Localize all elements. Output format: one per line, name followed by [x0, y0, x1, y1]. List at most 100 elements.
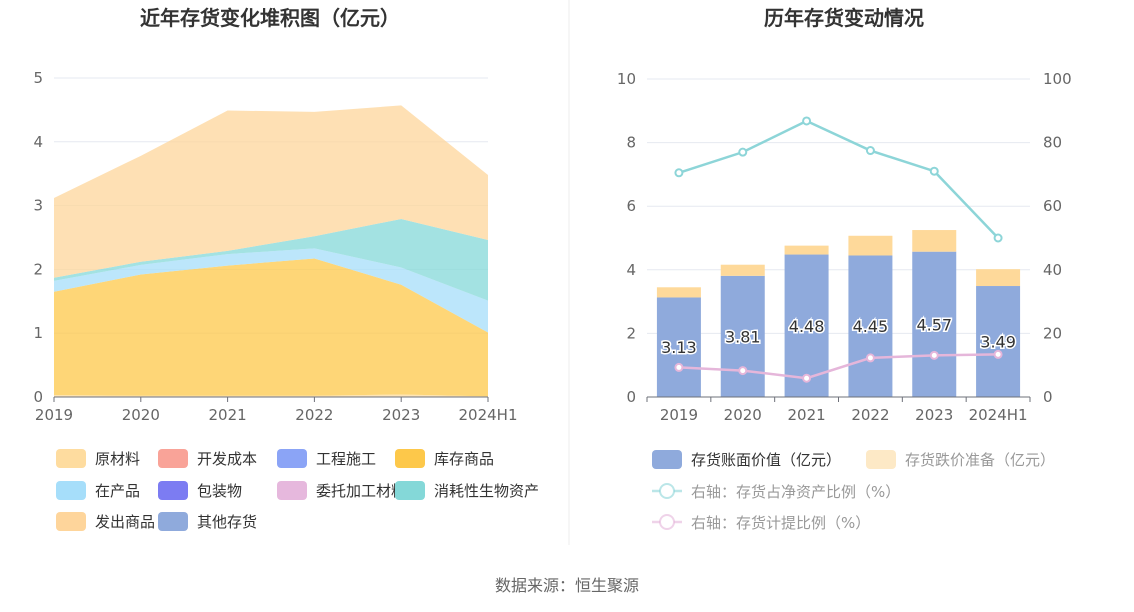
bar-impairment [912, 230, 957, 252]
bar-value-label: 4.48 [789, 317, 825, 336]
legend-swatch-engineering [277, 449, 307, 468]
right-y-left-tick-label: 4 [626, 261, 636, 279]
bar-book-value [656, 297, 701, 397]
point-provision_ratio [738, 366, 748, 376]
legend-swatch-bio_assets [395, 481, 425, 500]
right-x-tick-label: 2019 [660, 406, 698, 424]
stacked-area-chart: 近年存货变化堆积图（亿元） 0 1 2 3 4 5 2019 2020 2021 2022 2023… [33, 6, 539, 531]
right-line-series [674, 116, 1003, 383]
right-gridlines [647, 78, 1030, 398]
bar-impairment [656, 287, 701, 298]
legend-swatch-wip [56, 481, 86, 500]
right-x-tick-label: 2021 [787, 406, 825, 424]
right-y-right-tick-label: 0 [1043, 388, 1053, 406]
bar-book-value [720, 275, 765, 397]
point-ratio_net_assets [738, 147, 748, 157]
bar-book-value [912, 251, 957, 397]
left-area-series [54, 105, 488, 397]
legend-label-impairment: 存货跌价准备（亿元） [905, 451, 1055, 469]
left-x-tick-label: 2024H1 [459, 406, 518, 424]
right-x-tick-label: 2022 [851, 406, 889, 424]
right-y-right-tick-label: 40 [1043, 261, 1062, 279]
legend-swatch-shipped_goods [56, 512, 86, 531]
point-provision_ratio [802, 373, 812, 383]
legend-swatch-dev_cost [158, 449, 188, 468]
left-y-tick-label: 4 [33, 133, 43, 151]
legend-swatch-impairment [866, 450, 896, 469]
right-y-left-tick-label: 2 [626, 324, 636, 342]
left-y-tick-label: 2 [33, 260, 43, 278]
bar-book-value [848, 255, 893, 397]
legend-label-other: 其他存货 [197, 513, 257, 531]
legend-label-wip: 在产品 [95, 482, 140, 500]
bar-impairment [976, 269, 1021, 287]
right-y-left-tick-label: 0 [626, 388, 636, 406]
left-axes: 0 1 2 3 4 5 2019 2020 2021 2022 2023 2024H1 [33, 69, 517, 424]
line-ratio_net_assets [678, 119, 999, 239]
point-ratio_net_assets [929, 166, 939, 176]
point-provision_ratio [993, 349, 1003, 359]
legend-swatch-other [158, 512, 188, 531]
data-source: 数据来源：恒生聚源 [495, 576, 639, 595]
legend-label-dev_cost: 开发成本 [197, 450, 257, 468]
point-ratio_net_assets [674, 168, 684, 178]
point-provision_ratio [674, 362, 684, 372]
line-provision_ratio [678, 353, 999, 380]
legend-swatch-packaging [158, 481, 188, 500]
legend-label-ratio_net_assets: 右轴：存货占净资产比例（%） [691, 483, 900, 501]
point-ratio_net_assets [993, 233, 1003, 243]
left-y-tick-label: 5 [33, 69, 43, 87]
area-shipped_goods [54, 105, 488, 278]
area-wip [54, 248, 488, 333]
left-y-tick-label: 1 [33, 324, 43, 342]
legend-label-book-value: 存货账面价值（亿元） [691, 451, 841, 469]
bar-impairment [848, 235, 893, 256]
legend-swatch-raw_material [56, 449, 86, 468]
legend-label-bio_assets: 消耗性生物资产 [434, 482, 539, 500]
legend-label-engineering: 工程施工 [316, 450, 376, 468]
bar-value-label: 3.81 [725, 327, 761, 346]
bar-value-label: 3.49 [980, 333, 1016, 352]
point-provision_ratio [865, 353, 875, 363]
right-y-right-tick-label: 20 [1043, 324, 1062, 342]
legend-swatch-book-value [652, 450, 682, 469]
legend-label-packaging: 包装物 [197, 482, 242, 500]
right-y-left-tick-label: 10 [617, 70, 636, 88]
right-y-left-tick-label: 8 [626, 134, 636, 152]
right-chart-title: 历年存货变动情况 [764, 6, 924, 30]
left-x-tick-label: 2019 [35, 406, 73, 424]
left-x-tick-label: 2021 [209, 406, 247, 424]
point-ratio_net_assets [802, 116, 812, 126]
legend-marker-provision_ratio [659, 514, 675, 530]
legend-swatch-finished_goods [395, 449, 425, 468]
right-y-left-tick-label: 6 [626, 197, 636, 215]
right-y-right-tick-label: 80 [1043, 134, 1062, 152]
legend-label-finished_goods: 库存商品 [434, 450, 494, 468]
left-x-tick-label: 2020 [122, 406, 160, 424]
right-x-tick-label: 2020 [724, 406, 762, 424]
right-x-tick-label: 2023 [915, 406, 953, 424]
left-y-tick-label: 3 [33, 197, 43, 215]
bar-impairment [720, 264, 765, 276]
bar-book-value [976, 286, 1021, 397]
legend-label-shipped_goods: 发出商品 [95, 513, 155, 531]
legend-label-consigned: 委托加工材料 [316, 482, 406, 500]
right-y-right-tick-label: 100 [1043, 70, 1072, 88]
bar-line-chart: 历年存货变动情况 3.13 3.81 4.48 4.45 4.57 3.49 0 2 4 6 8 1… [617, 6, 1072, 532]
bar-value-label: 4.57 [916, 315, 952, 334]
point-ratio_net_assets [865, 146, 875, 156]
point-provision_ratio [929, 350, 939, 360]
left-chart-title: 近年存货变化堆积图（亿元） [140, 6, 400, 30]
legend-marker-ratio_net_assets [659, 483, 675, 499]
right-x-tick-label: 2024H1 [969, 406, 1028, 424]
area-bio_assets [54, 218, 488, 301]
bar-impairment [784, 245, 829, 255]
right-bar-series: 3.13 3.81 4.48 4.45 4.57 3.49 [656, 230, 1021, 397]
legend-label-raw_material: 原材料 [95, 450, 140, 468]
left-y-tick-label: 0 [33, 388, 43, 406]
bar-value-label: 4.45 [853, 317, 889, 336]
left-x-tick-label: 2022 [295, 406, 333, 424]
